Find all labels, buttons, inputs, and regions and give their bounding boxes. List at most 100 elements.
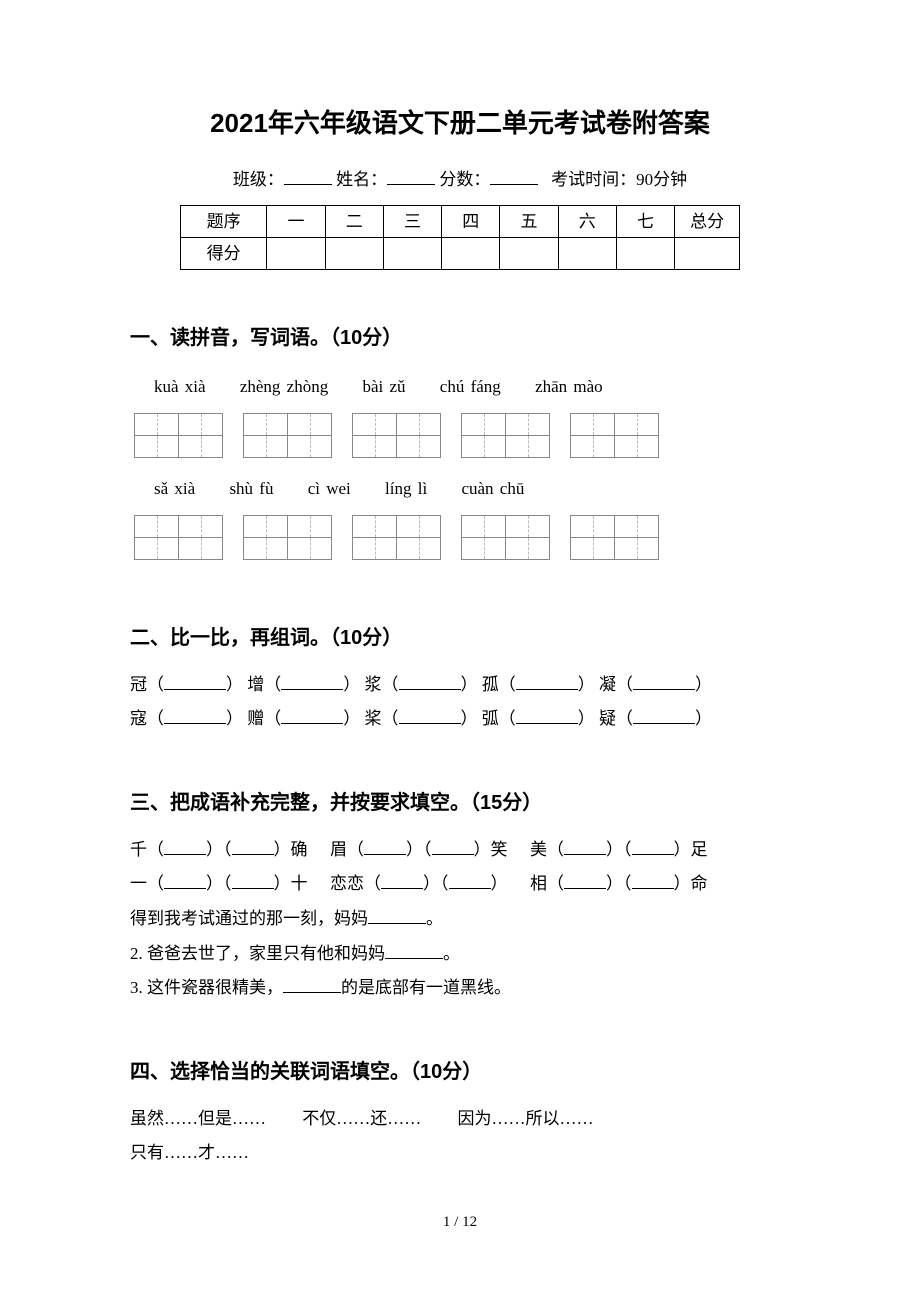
score-cell[interactable] [675,238,740,270]
char-grid[interactable] [461,413,550,458]
score-cell[interactable] [500,238,558,270]
conj-item: 因为……所以…… [458,1104,594,1135]
compare-item: 孤（ [482,675,516,694]
compare-item: 浆（ [365,675,399,694]
char-grid[interactable] [461,515,550,560]
page-title: 2021年六年级语文下册二单元考试卷附答案 [130,100,790,147]
compare-line-1: 冠（） 增（） 浆（） 孤（） 凝（） [130,670,790,701]
score-cell[interactable] [267,238,325,270]
idiom-blank[interactable] [564,872,606,889]
s3-q3: 3. 这件瓷器很精美， 的是底部有一道黑线。 [130,973,790,1004]
score-row-label: 得分 [181,238,267,270]
score-cell[interactable] [442,238,500,270]
idiom-blank[interactable] [232,872,274,889]
q1-blank[interactable] [368,907,426,924]
char-grid[interactable] [352,515,441,560]
section-1-title: 一、读拼音，写词语。（10分） [130,320,790,356]
char-grid[interactable] [570,413,659,458]
char-grid[interactable] [134,413,223,458]
name-blank[interactable] [387,168,435,185]
conj-item: 只有……才…… [130,1138,249,1169]
char-grid-row-1 [130,413,790,458]
conjunction-line-2: 只有……才…… [130,1138,790,1169]
pinyin-item: bài zǔ [362,377,405,396]
char-grid[interactable] [243,515,332,560]
idiom-group: 相（）（）命 [530,869,730,900]
idiom-blank[interactable] [632,838,674,855]
idiom-blank[interactable] [381,872,423,889]
q2-text: 2. 爸爸去世了，家里只有他和妈妈 [130,944,385,963]
pinyin-item: líng lì [385,479,427,498]
score-table: 题序 一 二 三 四 五 六 七 总分 得分 [180,205,740,270]
pinyin-row-2: sǎ xià shù fù cì wei líng lì cuàn chū [130,474,790,505]
score-cell[interactable] [383,238,441,270]
compare-blank[interactable] [399,707,461,724]
pinyin-item: shù fù [229,479,273,498]
q2-blank[interactable] [385,942,443,959]
compare-blank[interactable] [399,673,461,690]
compare-blank[interactable] [633,673,695,690]
pinyin-item: cuàn chū [461,479,524,498]
compare-item: 弧（ [482,709,516,728]
pinyin-item: sǎ xià [154,479,195,498]
compare-blank[interactable] [281,673,343,690]
idiom-blank[interactable] [164,838,206,855]
name-label: 姓名： [336,170,387,189]
idiom-blank[interactable] [164,872,206,889]
idiom-blank[interactable] [564,838,606,855]
compare-blank[interactable] [164,707,226,724]
class-blank[interactable] [284,168,332,185]
score-cell[interactable] [325,238,383,270]
q1-text: 得到我考试通过的那一刻，妈妈 [130,909,368,928]
compare-line-2: 寇（） 赠（） 桨（） 弧（） 疑（） [130,704,790,735]
time-label: 考试时间：90分钟 [551,170,687,189]
char-grid-row-2 [130,515,790,560]
idiom-group: 一（）（）十 [130,869,330,900]
compare-blank[interactable] [516,707,578,724]
idiom-blank[interactable] [432,838,474,855]
char-grid[interactable] [243,413,332,458]
q2-tail: 。 [443,944,460,963]
idiom-line-1: 千（）（）确眉（）（）笑美（）（）足 [130,835,790,866]
idiom-blank[interactable] [449,872,491,889]
idiom-blank[interactable] [632,872,674,889]
score-table-col-total: 总分 [675,206,740,238]
idiom-group: 眉（）（）笑 [330,835,530,866]
q3-blank[interactable] [283,976,341,993]
page-number: 1 / 12 [130,1209,790,1236]
conj-item: 不仅……还…… [302,1104,421,1135]
idiom-group: 恋恋（）（） [330,869,530,900]
char-grid[interactable] [134,515,223,560]
compare-item: 增（ [247,675,281,694]
score-cell[interactable] [558,238,616,270]
section-4-title: 四、选择恰当的关联词语填空。（10分） [130,1054,790,1090]
pinyin-row-1: kuà xià zhèng zhòng bài zǔ chú fáng zhān… [130,372,790,403]
char-grid[interactable] [570,515,659,560]
compare-blank[interactable] [516,673,578,690]
score-table-header-label: 题序 [181,206,267,238]
score-cell[interactable] [616,238,674,270]
pinyin-item: zhān mào [535,377,603,396]
s3-q1: 得到我考试通过的那一刻，妈妈 。 [130,904,790,935]
q3-text-a: 3. 这件瓷器很精美， [130,978,283,997]
char-grid[interactable] [352,413,441,458]
compare-item: 寇（ [130,709,164,728]
compare-blank[interactable] [164,673,226,690]
pinyin-item: kuà xià [154,377,206,396]
idiom-blank[interactable] [232,838,274,855]
q1-tail: 。 [426,909,443,928]
idiom-line-2: 一（）（）十恋恋（）（）相（）（）命 [130,869,790,900]
compare-blank[interactable] [633,707,695,724]
pinyin-item: zhèng zhòng [240,377,328,396]
idiom-group: 美（）（）足 [530,835,730,866]
compare-item: 赠（ [247,709,281,728]
score-table-col: 五 [500,206,558,238]
score-blank[interactable] [490,168,538,185]
compare-blank[interactable] [281,707,343,724]
section-2-title: 二、比一比，再组词。（10分） [130,620,790,656]
score-label: 分数： [439,170,490,189]
exam-info-line: 班级： 姓名： 分数： 考试时间：90分钟 [130,165,790,196]
idiom-blank[interactable] [364,838,406,855]
compare-item: 凝（ [599,675,633,694]
q3-text-b: 的是底部有一道黑线。 [341,978,511,997]
